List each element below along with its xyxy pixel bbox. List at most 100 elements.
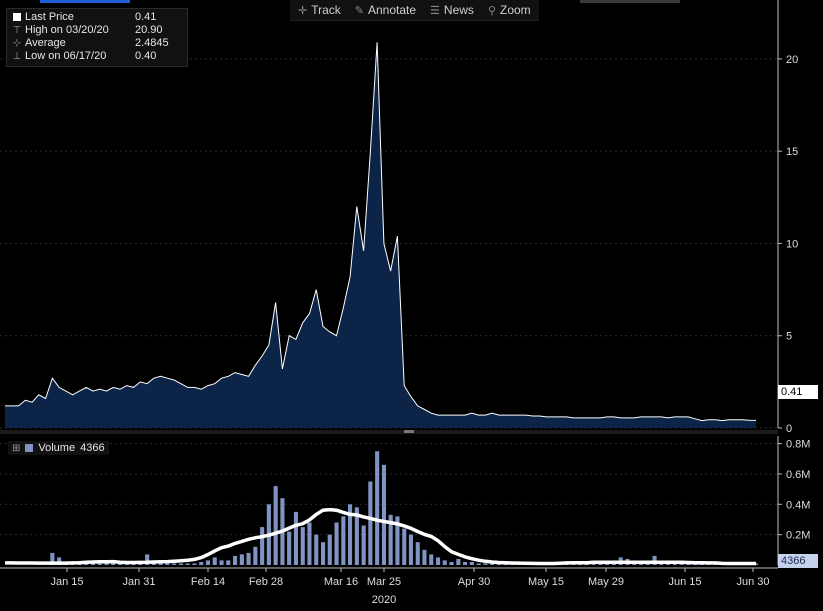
volume-bar xyxy=(111,563,116,565)
crosshair-icon: ✛ xyxy=(298,4,308,17)
legend-low: ⊥ Low on 06/17/20 0.40 xyxy=(12,50,157,62)
news-button[interactable]: ☰ News xyxy=(430,3,474,17)
volume-bar xyxy=(469,562,474,565)
volume-bar xyxy=(178,563,183,565)
volume-tick-label: 0.6M xyxy=(786,469,810,481)
volume-bar xyxy=(395,516,400,565)
x-tick-label: Jun 30 xyxy=(736,576,769,588)
volume-bar xyxy=(672,563,677,565)
volume-bar xyxy=(226,560,231,565)
volume-bar xyxy=(327,534,332,565)
volume-bar xyxy=(442,560,447,565)
legend-toggle-icon[interactable] xyxy=(11,11,23,24)
volume-bar xyxy=(57,557,62,565)
volume-bar xyxy=(192,563,197,565)
low-marker-icon: ⊥ xyxy=(12,51,22,62)
volume-bar xyxy=(476,563,481,565)
legend-last-price[interactable]: Last Price 0.41 xyxy=(11,11,183,24)
expand-icon[interactable]: ⊞ xyxy=(12,442,21,454)
x-tick-label: Jan 31 xyxy=(122,576,155,588)
volume-tick-label: 0.2M xyxy=(786,530,810,542)
volume-bar xyxy=(456,558,461,565)
last-volume-tag: 4366 xyxy=(778,554,818,568)
volume-bar xyxy=(246,552,251,565)
volume-bar xyxy=(436,557,441,565)
volume-bar xyxy=(172,563,177,565)
annotate-button[interactable]: ✎ Annotate xyxy=(354,3,417,17)
volume-bar xyxy=(233,555,238,565)
volume-bar xyxy=(321,542,326,565)
volume-bar xyxy=(666,563,671,565)
volume-bar xyxy=(293,511,298,565)
volume-bar xyxy=(388,514,393,565)
volume-bar xyxy=(483,563,488,565)
volume-bar xyxy=(415,542,420,565)
volume-bar xyxy=(97,563,102,565)
high-marker-icon: ⊤ xyxy=(12,25,22,36)
x-tick-label: Jun 15 xyxy=(668,576,701,588)
volume-bar xyxy=(199,562,204,565)
volume-swatch-icon xyxy=(25,444,34,452)
volume-bar xyxy=(422,549,427,565)
x-tick-label: May 29 xyxy=(588,576,624,588)
volume-bar xyxy=(408,534,413,565)
x-tick-label: Apr 30 xyxy=(458,576,490,588)
price-area xyxy=(5,42,756,429)
panel-divider xyxy=(0,430,778,434)
year-label: 2020 xyxy=(372,594,396,606)
volume-bar xyxy=(381,464,386,565)
volume-bar xyxy=(449,562,454,565)
volume-bar xyxy=(354,507,359,565)
volume-bar xyxy=(605,563,610,565)
legend-average: ⊹ Average 2.4845 xyxy=(12,37,169,49)
x-tick-label: May 15 xyxy=(528,576,564,588)
volume-bar xyxy=(754,563,759,565)
price-line xyxy=(5,42,757,422)
volume-bar xyxy=(334,522,339,565)
volume-bar xyxy=(212,557,217,565)
volume-bar xyxy=(368,481,373,565)
volume-bar xyxy=(219,560,224,565)
volume-bar xyxy=(84,563,89,565)
price-tick-label: 20 xyxy=(786,54,798,66)
volume-tick-label: 0.8M xyxy=(786,439,810,451)
x-tick-label: Feb 28 xyxy=(249,576,283,588)
price-legend: Last Price 0.41 ⊤ High on 03/20/20 20.90… xyxy=(6,8,188,67)
volume-bar xyxy=(591,563,596,565)
volume-bar xyxy=(50,552,55,565)
legend-high: ⊤ High on 03/20/20 20.90 xyxy=(12,24,163,36)
pencil-icon: ✎ xyxy=(354,4,364,17)
x-tick-label: Mar 16 xyxy=(324,576,358,588)
volume-bar xyxy=(90,563,95,565)
volume-bar xyxy=(348,504,353,565)
volume-bar xyxy=(104,563,109,565)
volume-legend[interactable]: ⊞ Volume 4366 xyxy=(8,441,109,455)
volume-bar xyxy=(375,451,380,565)
chart-toolbar: ✛ Track ✎ Annotate ☰ News ⚲ Zoom xyxy=(290,0,539,21)
volume-bar xyxy=(679,563,684,565)
track-button[interactable]: ✛ Track xyxy=(298,3,341,17)
volume-bar xyxy=(287,531,292,565)
volume-bar xyxy=(185,563,190,565)
volume-bar xyxy=(598,563,603,565)
volume-bar xyxy=(300,527,305,565)
magnifier-icon: ⚲ xyxy=(487,4,496,17)
x-tick-label: Mar 25 xyxy=(367,576,401,588)
price-tick-label: 10 xyxy=(786,238,798,250)
x-tick-label: Feb 14 xyxy=(191,576,225,588)
volume-bar xyxy=(402,528,407,565)
volume-bar xyxy=(463,562,468,565)
average-marker-icon: ⊹ xyxy=(12,38,22,49)
price-tick-label: 15 xyxy=(786,146,798,158)
volume-bar xyxy=(307,522,312,565)
volume-bar xyxy=(260,527,265,565)
volume-moving-average-line xyxy=(5,507,756,566)
panel-resize-handle xyxy=(404,430,414,433)
x-tick-label: Jan 15 xyxy=(50,576,83,588)
volume-bar xyxy=(429,554,434,565)
volume-bar xyxy=(611,563,616,565)
price-tick-label: 5 xyxy=(786,331,792,343)
zoom-button[interactable]: ⚲ Zoom xyxy=(487,3,531,17)
price-tick-label: 0 xyxy=(786,423,792,435)
